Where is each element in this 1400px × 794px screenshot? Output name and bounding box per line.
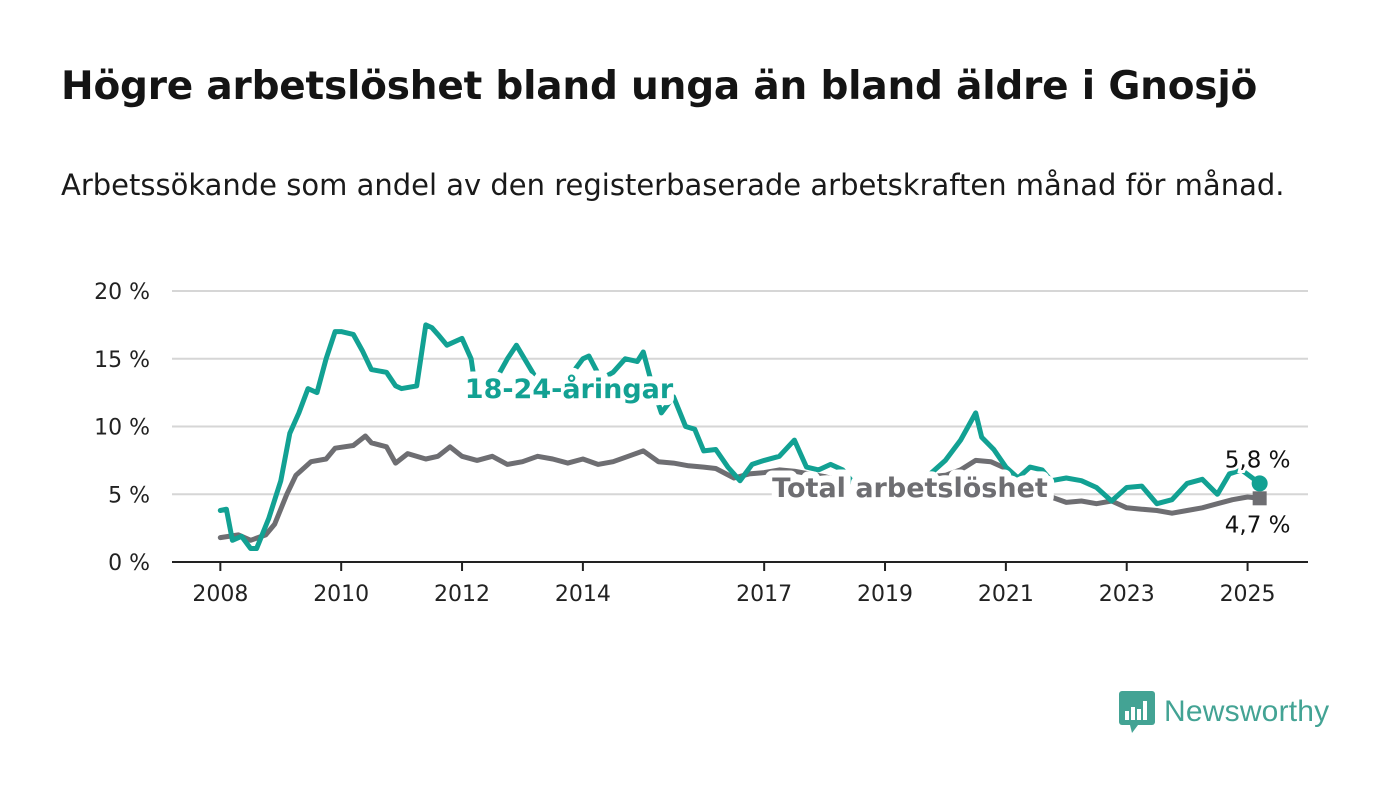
y-tick-label: 15 %	[94, 348, 150, 373]
y-tick-label: 5 %	[108, 483, 150, 508]
brand-name: Newsworthy	[1164, 695, 1330, 728]
series-end-marker	[1252, 491, 1267, 506]
y-tick-label: 10 %	[94, 416, 150, 441]
series-end-marker	[1251, 475, 1268, 492]
x-tick-label: 2023	[1099, 582, 1155, 607]
end-value-total: 4,7 %	[1225, 512, 1291, 538]
series-line-total-arbetsl-shet	[217, 433, 1263, 543]
chart-subtitle: Arbetssökande som andel av den registerb…	[61, 168, 1285, 202]
y-tick-label: 20 %	[94, 280, 150, 305]
x-tick-label: 2017	[736, 582, 792, 607]
y-axis: 0 % 5 % 10 % 15 % 20 %	[94, 280, 150, 576]
x-tick-label: 2010	[313, 582, 369, 607]
chart-title: Högre arbetslöshet bland unga än bland ä…	[61, 64, 1258, 109]
series-label-total: Total arbetslöshet	[772, 473, 1048, 504]
grid-lines	[172, 290, 1308, 496]
newsworthy-logo: Newsworthy	[1118, 690, 1329, 734]
series-line-18-24-ringar	[217, 322, 1263, 551]
x-axis: 2008 2010 2012 2014 2017 2019 2021 2023 2025	[172, 561, 1308, 607]
series-label-youth: 18-24-åringar	[465, 373, 674, 405]
y-tick-label: 0 %	[108, 551, 150, 576]
newsworthy-logo-icon	[1119, 691, 1155, 733]
x-tick-label: 2008	[192, 582, 248, 607]
x-tick-label: 2012	[434, 582, 490, 607]
x-tick-label: 2025	[1220, 582, 1276, 607]
x-tick-label: 2019	[857, 582, 913, 607]
x-tick-label: 2021	[978, 582, 1034, 607]
series-lines	[217, 322, 1268, 551]
x-tick-label: 2014	[555, 582, 611, 607]
series-labels: Total arbetslöshet 18-24-åringar 5,8 % 4,7 …	[458, 366, 1294, 541]
end-value-youth: 5,8 %	[1225, 447, 1291, 473]
